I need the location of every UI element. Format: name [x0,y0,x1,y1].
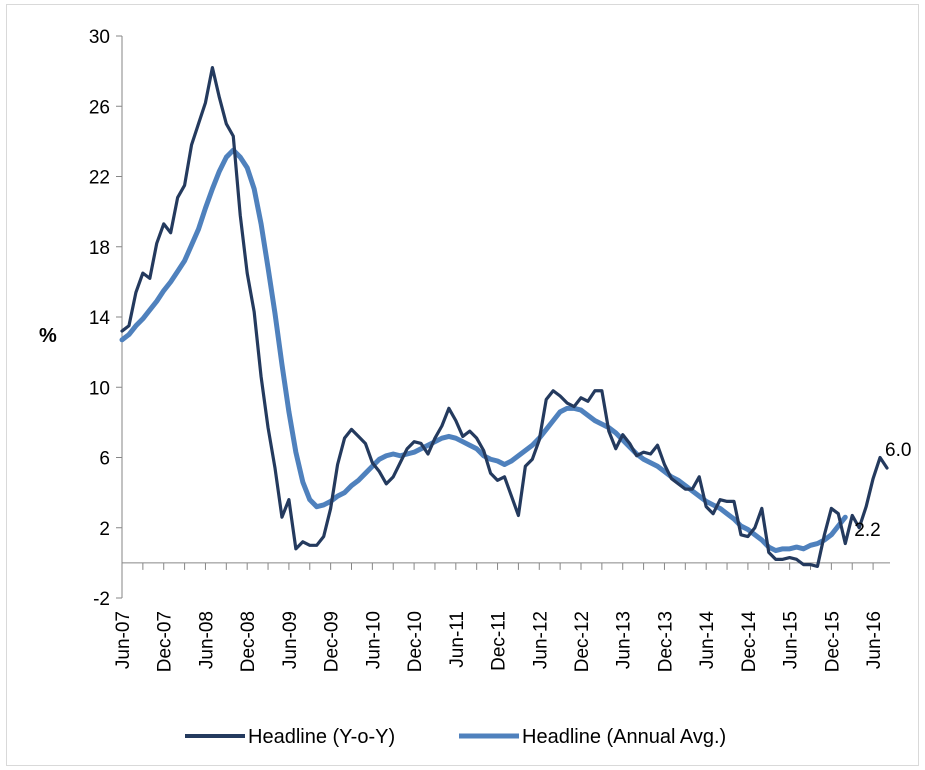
x-tick-label: Jun-10 [363,611,384,669]
data-label: 6.0 [885,440,911,461]
x-tick-label: Dec-14 [739,611,760,673]
x-tick-label: Jun-07 [113,611,134,669]
y-tick-label: 6 [99,449,110,470]
x-tick-label: Dec-07 [155,611,176,672]
y-tick-label: 30 [89,27,110,48]
series-lines [119,66,889,568]
y-tick-label: 18 [89,238,110,259]
x-tick-label: Jun-08 [196,611,217,669]
series-line-avg [119,147,848,554]
x-tick-label: Dec-09 [322,611,343,672]
legend-entry-yoy: Headline (Y-o-Y) [185,726,395,748]
x-tick-label: Jun-09 [280,611,301,669]
y-axis-label: % [39,325,57,347]
x-tick-label: Dec-12 [572,611,593,672]
x-tick-label: Dec-08 [238,611,259,672]
x-tick-label: Jun-14 [697,611,718,670]
legend-label-avg: Headline (Annual Avg.) [522,726,726,748]
x-tick-label: Jun-16 [864,611,885,669]
x-tick-label: Dec-15 [822,611,843,672]
x-tick-label: Jun-12 [530,611,551,669]
y-tick-label: 14 [89,308,111,329]
x-axis: Jun-07 Dec-07 Jun-08 Dec-08 Jun-09 Dec-09 Jun-… [113,562,890,673]
y-tick-label: 10 [89,378,110,399]
x-tick-label: Dec-10 [405,611,426,672]
x-tick-label: Jun-15 [781,611,802,669]
data-label: 2.2 [854,520,880,541]
chart-frame: -2 2 6 10 14 18 22 26 30 Jun-07 Dec-07 Jun-08 Dec-0… [6,4,919,766]
x-tick-label: Jun-11 [447,611,468,668]
series-line-yoy [120,66,889,568]
x-tick-label: Jun-13 [614,611,635,669]
y-tick-label: 2 [99,519,110,540]
data-labels: 6.0 2.2 [854,440,911,541]
y-tick-label: 22 [89,168,110,189]
y-tick-label: -2 [93,589,110,610]
y-tick-label: 26 [89,97,110,118]
x-tick-label: Dec-11 [489,611,510,671]
x-tick-label: Dec-13 [655,611,676,672]
legend-label-yoy: Headline (Y-o-Y) [248,726,395,748]
legend-entry-avg: Headline (Annual Avg.) [459,726,726,748]
legend: Headline (Y-o-Y) Headline (Annual Avg.) [185,726,726,748]
